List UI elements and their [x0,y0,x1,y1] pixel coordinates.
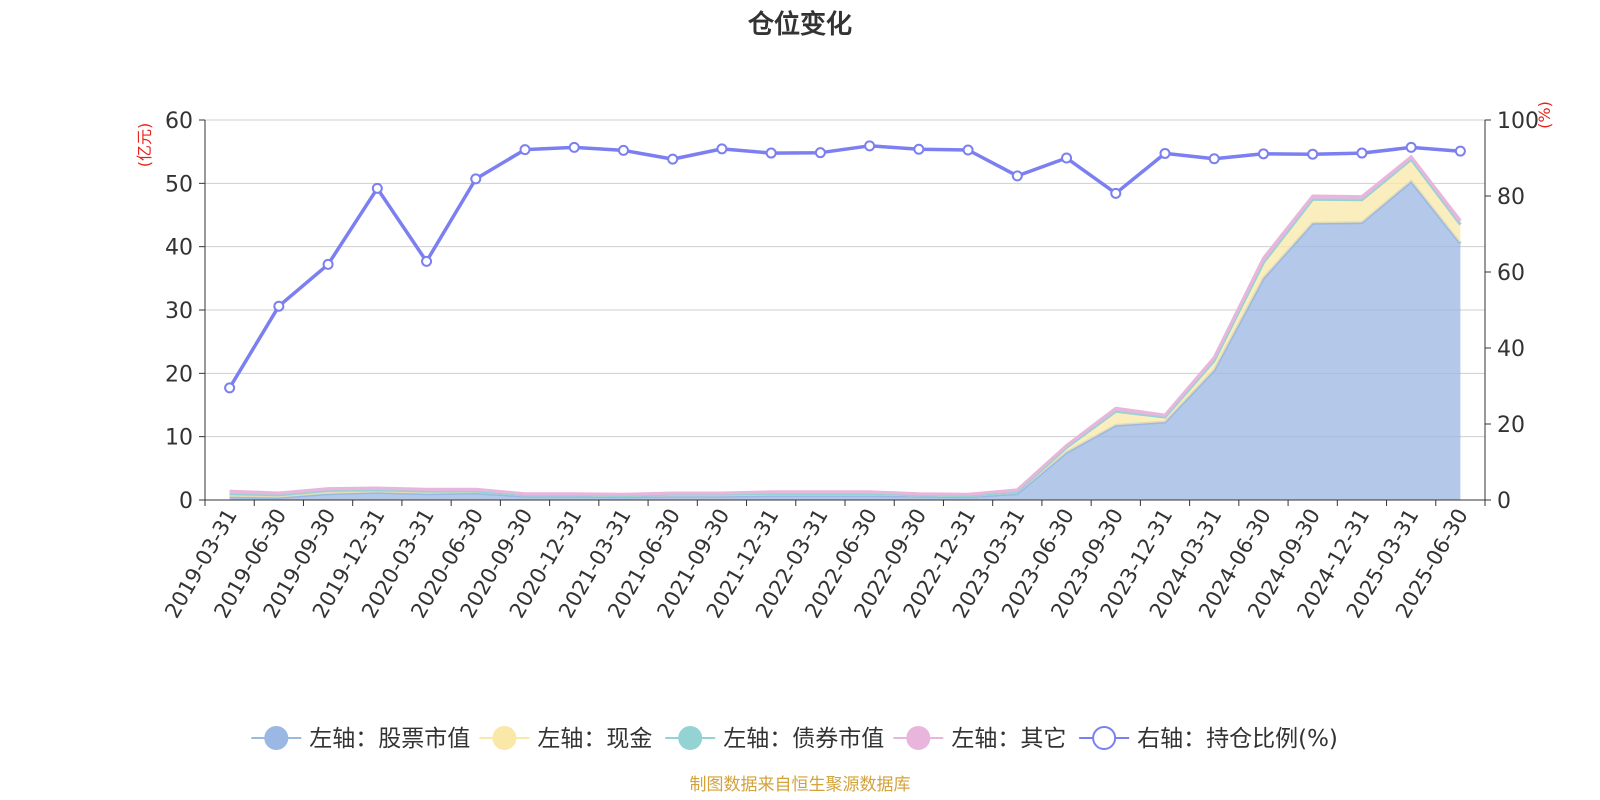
legend-marker [264,726,289,750]
legend-marker [906,726,931,750]
ratio-point [667,153,679,165]
legend-item: 左轴：现金 [479,726,652,752]
right-axis-tick-label: 100 [1497,109,1539,134]
ratio-point [814,147,826,159]
legend-marker [678,726,703,750]
left-axis-unit: (亿元) [135,123,154,168]
ratio-point [617,144,629,156]
left-axis-tick-label: 10 [165,426,193,451]
legend-label: 右轴：持仓比例(%) [1137,726,1338,752]
ratio-point [1159,147,1171,159]
ratio-point [371,182,383,194]
ratio-point [273,300,285,312]
ratio-point [470,173,482,185]
ratio-point [716,143,728,155]
ratio-point [962,144,974,156]
ratio-point [864,140,876,152]
stacked-areas [229,154,1462,500]
right-axis-tick-label: 40 [1497,337,1525,362]
legend-marker [492,726,517,750]
ratio-point [1208,153,1220,165]
ratio-point [1405,141,1417,153]
legend-item: 右轴：持仓比例(%) [1079,726,1338,752]
right-axis-tick-label: 80 [1497,185,1525,210]
ratio-point [913,143,925,155]
ratio-point [1454,145,1466,157]
ratio-point [1110,187,1122,199]
right-axis-tick-label: 60 [1497,261,1525,286]
ratio-line-series [224,140,1466,394]
ratio-point [224,382,236,394]
ratio-point [1356,147,1368,159]
legend-label: 左轴：股票市值 [309,726,470,752]
legend-label: 左轴：债券市值 [723,726,884,752]
left-axis-tick-label: 30 [165,299,193,324]
left-axis-tick-label: 20 [165,362,193,387]
legend-item: 左轴：股票市值 [251,726,470,752]
left-axis-tick-label: 0 [179,489,193,514]
ratio-point [519,144,531,156]
ratio-point [1011,170,1023,182]
area-左轴：股票市值 [229,181,1461,500]
chart-title: 仓位变化 [747,9,852,40]
legend-label: 左轴：其它 [951,726,1066,752]
right-axis-tick-label: 20 [1497,413,1525,438]
ratio-point [1061,152,1073,164]
ratio-point [1307,148,1319,160]
left-axis-tick-label: 60 [165,109,193,134]
data-source-note: 制图数据来自恒生聚源数据库 [690,775,911,795]
legend-marker [1092,726,1117,750]
legend-label: 左轴：现金 [537,726,652,752]
legend: 左轴：股票市值 左轴：现金 左轴：债券市值 左轴：其它 右轴：持仓比例(%) [251,726,1338,752]
ratio-point [322,258,334,270]
ratio-point [421,255,433,267]
ratio-point [1257,148,1269,160]
legend-item: 左轴：其它 [893,726,1066,752]
ratio-point [568,141,580,153]
right-axis-unit: (%) [1535,101,1554,129]
legend-item: 左轴：债券市值 [665,726,884,752]
ratio-point [765,147,777,159]
left-axis-tick-label: 40 [165,236,193,261]
right-axis-tick-label: 0 [1497,489,1511,514]
ratio-line [228,144,1461,389]
area-edge-左轴：其它 [229,154,1462,496]
left-axis-tick-label: 50 [165,172,193,197]
